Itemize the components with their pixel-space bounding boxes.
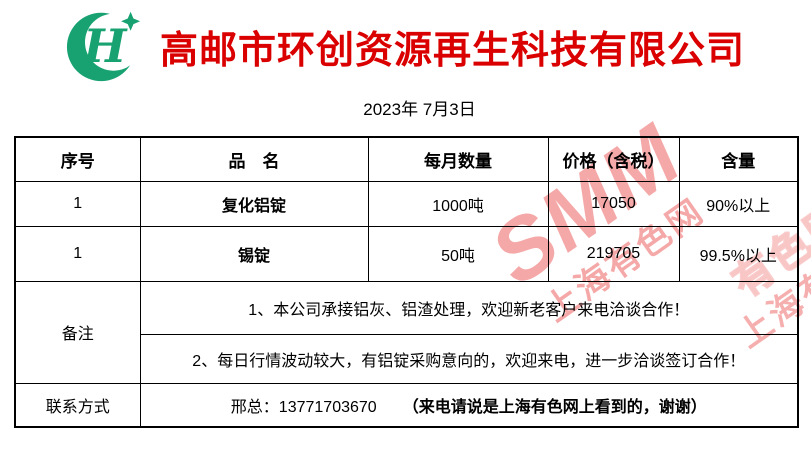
contact-note-text: （来电请说是上海有色网上看到的，谢谢）: [402, 398, 707, 416]
cell-content: 99.5%以上: [678, 225, 799, 282]
brand-header: H 高邮市环创资源再生科技有限公司: [0, 0, 811, 86]
table-header-row: 序号 品 名 每月数量 价格（含税） 含量: [14, 136, 799, 182]
cell-quantity: 50吨: [367, 225, 549, 282]
cell-serial: 1: [14, 180, 141, 227]
price-table: 序号 品 名 每月数量 价格（含税） 含量 1 复化铝锭 1000吨 17050…: [14, 136, 799, 428]
cell-content: 90%以上: [678, 180, 799, 227]
cell-price: 219705: [547, 225, 680, 282]
col-header-serial: 序号: [14, 136, 141, 182]
contact-cell: 邢总：13771703670 （来电请说是上海有色网上看到的，谢谢）: [139, 382, 799, 428]
date-text: 2023年 7月3日: [363, 100, 476, 119]
company-logo-icon: H: [66, 8, 142, 84]
contact-row: 联系方式 邢总：13771703670 （来电请说是上海有色网上看到的，谢谢）: [14, 382, 799, 428]
cell-serial: 1: [14, 225, 141, 282]
contact-phone-text: 邢总：13771703670: [230, 398, 377, 416]
remark-text-1: 1、本公司承接铝灰、铝渣处理，欢迎新老客户来电洽谈合作！: [139, 280, 799, 335]
remarks-label: 备注: [14, 280, 141, 384]
cell-product: 复化铝锭: [139, 180, 369, 227]
col-header-content: 含量: [678, 136, 799, 182]
table-row: 1 复化铝锭 1000吨 17050 90%以上: [14, 180, 799, 227]
svg-text:H: H: [81, 19, 128, 73]
col-header-product: 品 名: [139, 136, 369, 182]
col-header-price: 价格（含税）: [547, 136, 680, 182]
col-header-quantity: 每月数量: [367, 136, 549, 182]
remark-text-2: 2、每日行情波动较大，有铝锭采购意向的，欢迎来电，进一步洽谈签订合作！: [139, 333, 799, 384]
table-row: 1 锡锭 50吨 219705 99.5%以上: [14, 225, 799, 282]
remarks-row-1: 备注 1、本公司承接铝灰、铝渣处理，欢迎新老客户来电洽谈合作！: [14, 280, 799, 384]
cell-product: 锡锭: [139, 225, 369, 282]
cell-price: 17050: [547, 180, 680, 227]
remarks-row-2: 2、每日行情波动较大，有铝锭采购意向的，欢迎来电，进一步洽谈签订合作！: [15, 333, 799, 384]
contact-label: 联系方式: [14, 382, 141, 428]
company-name-title: 高邮市环创资源再生科技有限公司: [159, 29, 745, 72]
cell-quantity: 1000吨: [367, 180, 549, 227]
